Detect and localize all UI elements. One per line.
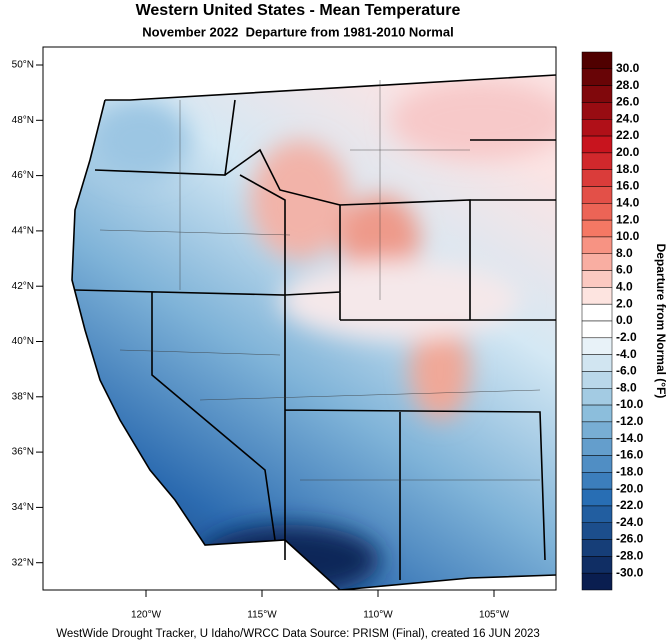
colorbar-label: -6.0 [616, 364, 637, 378]
colorbar-bin [581, 152, 613, 170]
colorbar-bin [581, 253, 613, 271]
colorbar-bin [581, 51, 613, 70]
colorbar-label: 10.0 [616, 229, 640, 243]
colorbar-label: 14.0 [616, 195, 640, 209]
lat-label: 48°N [12, 115, 34, 126]
colorbar-label: -26.0 [616, 532, 644, 546]
colorbar-label: -8.0 [616, 380, 637, 394]
colorbar-bin [581, 203, 613, 221]
colorbar-bin [581, 270, 613, 288]
colorbar-bin [581, 287, 613, 305]
colorbar-label: 22.0 [616, 128, 640, 142]
colorbar-label: -14.0 [616, 431, 644, 445]
lat-label: 42°N [12, 281, 34, 292]
colorbar-bin [581, 135, 613, 154]
colorbar-bin [581, 337, 613, 355]
colorbar-bin [581, 68, 613, 86]
colorbar-bin [581, 472, 613, 490]
colorbar-label: -30.0 [616, 565, 644, 579]
colorbar-label: 16.0 [616, 179, 640, 193]
lon-label: 120°W [131, 610, 162, 621]
colorbar-label: -20.0 [616, 481, 644, 495]
colorbar-label: 26.0 [616, 95, 640, 109]
colorbar-bin [581, 119, 613, 137]
lat-label: 36°N [12, 447, 34, 458]
colorbar-label: -24.0 [616, 515, 644, 529]
map [43, 47, 556, 590]
colorbar-bin [581, 572, 613, 591]
colorbar-bin [581, 455, 613, 473]
lat-label: 32°N [12, 557, 34, 568]
colorbar-label: -12.0 [616, 414, 644, 428]
footer: WestWide Drought Tracker, U Idaho/WRCC D… [56, 628, 540, 640]
colorbar-label: 12.0 [616, 212, 640, 226]
lat-label: 46°N [12, 170, 34, 181]
colorbar-bin [581, 169, 613, 187]
colorbar-label: 24.0 [616, 111, 640, 125]
colorbar-label: 2.0 [616, 296, 633, 310]
colorbar-label: 0.0 [616, 313, 633, 327]
colorbar-label: 4.0 [616, 280, 633, 294]
lat-label: 40°N [12, 336, 34, 347]
colorbar-bin [581, 404, 613, 423]
colorbar-bin [581, 102, 613, 120]
lat-label: 38°N [12, 391, 34, 402]
colorbar-label: -4.0 [616, 347, 637, 361]
colorbar-title: Departure from Normal (°F) [654, 244, 668, 399]
colorbar-label: -2.0 [616, 330, 637, 344]
colorbar-label: 6.0 [616, 263, 633, 277]
subtitle: November 2022 Departure from 1981-2010 N… [142, 24, 453, 39]
lon-label: 115°W [247, 610, 277, 621]
colorbar-label: 18.0 [616, 162, 640, 176]
colorbar-label: -28.0 [616, 549, 644, 563]
lon-label: 110°W [363, 610, 393, 621]
lat-label: 44°N [12, 226, 34, 237]
colorbar-bin [581, 488, 613, 507]
colorbar-bin [581, 320, 613, 339]
lat-label: 34°N [12, 502, 34, 513]
lat-label: 50°N [12, 60, 34, 71]
map-frame [42, 46, 557, 591]
colorbar-bin [581, 505, 613, 523]
colorbar-label: -16.0 [616, 448, 644, 462]
colorbar-bin [581, 539, 613, 557]
colorbar-label: -22.0 [616, 498, 644, 512]
title: Western United States - Mean Temperature [136, 2, 461, 19]
colorbar-label: -18.0 [616, 464, 644, 478]
colorbar-label: 20.0 [616, 145, 640, 159]
colorbar-label: -10.0 [616, 397, 644, 411]
colorbar-label: 28.0 [616, 78, 640, 92]
colorbar-bin [581, 522, 613, 540]
colorbar-bin [581, 236, 613, 254]
colorbar-bin [581, 388, 613, 406]
colorbar-label: 8.0 [616, 246, 633, 260]
lon-label: 105°W [479, 610, 510, 621]
colorbar-bin [581, 303, 613, 322]
colorbar-bin [581, 371, 613, 389]
colorbar-bin [581, 354, 613, 372]
colorbar-bin [581, 85, 613, 103]
colorbar-label: 30.0 [616, 61, 640, 75]
colorbar-bin [581, 219, 613, 238]
colorbar-bin [581, 421, 613, 439]
colorbar-bin [581, 186, 613, 204]
colorbar-bin [581, 438, 613, 456]
colorbar-bin [581, 556, 613, 574]
